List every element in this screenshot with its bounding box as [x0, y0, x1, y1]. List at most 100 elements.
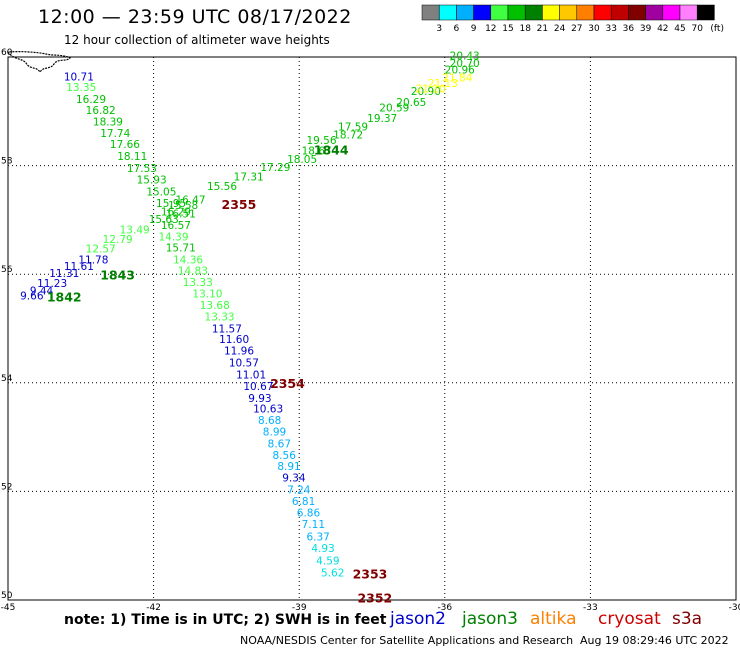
y-tick-label: 54	[1, 374, 13, 384]
wave-height-label: 19.56	[306, 135, 336, 147]
wave-height-label: 6.81	[292, 496, 315, 508]
wave-height-label: 13.10	[192, 289, 222, 301]
colorbar-tick-label: 3	[436, 24, 442, 34]
wave-height-label: 17.74	[100, 128, 130, 140]
wave-height-label: 11.01	[236, 369, 266, 381]
wave-height-label: 11.78	[78, 254, 108, 266]
wave-height-label: 10.57	[229, 358, 259, 370]
wave-height-label: 4.93	[311, 543, 334, 555]
wave-height-label: 15.71	[166, 242, 196, 254]
colorbar-swatch	[696, 4, 715, 21]
wave-height-label: 13.33	[183, 277, 213, 289]
x-tick-label: -33	[583, 603, 598, 613]
wave-height-label: 16.29	[76, 94, 106, 106]
x-tick-label: -39	[292, 603, 307, 613]
chart-subtitle: 12 hour collection of altimeter wave hei…	[64, 33, 330, 47]
wave-height-label: 17.59	[338, 121, 368, 133]
wave-height-label: 8.99	[263, 426, 286, 438]
legend-altika: altika	[530, 609, 577, 629]
wave-height-label: 21.13	[428, 78, 458, 90]
wave-height-label: 20.70	[450, 58, 480, 70]
wave-height-label: 8.68	[258, 415, 281, 427]
wave-height-label: 21.10	[416, 83, 446, 95]
wave-height-label: 13.68	[200, 300, 230, 312]
wave-height-label: 8.56	[273, 450, 297, 462]
wave-height-label: 4.59	[316, 556, 339, 568]
x-tick-label: -30	[729, 603, 740, 613]
wave-height-label: 16.51	[166, 209, 196, 221]
wave-height-label: 17.53	[127, 163, 157, 175]
wave-height-label: 20.43	[450, 51, 480, 63]
map-frame	[7, 56, 737, 601]
colorbar-tick-label: 70	[691, 24, 703, 34]
wave-height-label: 10.67	[243, 381, 273, 393]
wave-height-label: 12.79	[103, 234, 133, 246]
wave-height-label: 14.36	[173, 254, 203, 266]
wave-height-label: 18.05	[287, 154, 317, 166]
colorbar-tick-label: 24	[554, 24, 566, 34]
y-tick-label: 50	[1, 591, 13, 601]
x-tick-label: -42	[146, 603, 161, 613]
wave-height-label: 18.11	[117, 151, 147, 163]
colorbar-tick-label: 33	[605, 24, 616, 34]
wave-height-label: 13.33	[205, 311, 235, 323]
legend-jason2: jason2	[390, 609, 446, 629]
wave-height-label: 10.63	[253, 404, 283, 416]
wave-height-label: 11.96	[224, 346, 254, 358]
wave-height-label: 6.37	[306, 531, 329, 543]
wave-height-label: 20.90	[411, 86, 441, 98]
wave-height-label: 11.57	[212, 323, 242, 335]
colorbar-tick-label: 45	[674, 24, 685, 34]
wave-height-label: 15.58	[168, 200, 198, 212]
footer-note: note: 1) Time is in UTC; 2) SWH is in fe…	[64, 612, 387, 628]
legend-cryosat: cryosat	[598, 609, 661, 629]
colorbar-tick-label: 18	[519, 24, 531, 34]
wave-height-label: 8.67	[268, 438, 291, 450]
track-time-label: 2352	[357, 591, 392, 606]
wave-height-label: 20.96	[445, 64, 475, 76]
wave-height-label: 9.66	[20, 291, 44, 303]
wave-height-label: 17.31	[234, 171, 264, 183]
wave-height-label: 11.61	[64, 261, 94, 273]
colorbar-tick-label: 21	[537, 24, 548, 34]
wave-height-label: 15.56	[207, 181, 237, 193]
colorbar-tick-label: 9	[471, 24, 477, 34]
wave-height-label: 15.63	[149, 214, 179, 226]
wave-height-label: 20.65	[396, 97, 426, 109]
y-tick-label: 56	[1, 265, 13, 275]
wave-height-label: 16.29	[161, 207, 191, 219]
colorbar-tick-label: 12	[485, 24, 496, 34]
wave-height-label: 11.31	[49, 268, 79, 280]
track-time-label: 1843	[100, 268, 135, 283]
wave-height-label: 14.83	[178, 266, 208, 278]
x-tick-label: -36	[437, 603, 452, 613]
track-time-label: 2353	[353, 566, 388, 581]
wave-height-label: 9.44	[30, 285, 54, 297]
wave-height-label: 10.71	[64, 71, 94, 83]
footer-credit: NOAA/NESDIS Center for Satellite Applica…	[240, 634, 574, 647]
wave-height-label: 17.66	[110, 139, 140, 151]
wave-height-label: 16.82	[86, 105, 116, 117]
wave-height-label: 15.05	[146, 186, 176, 198]
wave-height-label: 17.29	[260, 162, 290, 174]
footer-timestamp: Aug 19 08:29:46 UTC 2022	[580, 634, 729, 647]
colorbar-tick-label: 15	[502, 24, 513, 34]
legend-s3a: s3a	[672, 609, 703, 629]
wave-height-label: 15.93	[137, 175, 167, 187]
wave-height-label: 13.49	[120, 224, 150, 236]
y-tick-label: 58	[1, 157, 13, 167]
chart-title: 12:00 — 23:59 UTC 08/17/2022	[38, 6, 352, 28]
wave-height-label: 18.39	[93, 116, 123, 128]
track-time-label: 1842	[47, 289, 82, 304]
colorbar-tick-label: 36	[623, 24, 635, 34]
legend-jason3: jason3	[462, 609, 518, 629]
wave-height-label: 19.37	[367, 113, 397, 125]
wave-height-label: 5.62	[321, 568, 344, 580]
coastline-shape	[6, 51, 72, 74]
wave-height-label: 14.39	[158, 232, 188, 244]
wave-height-label: 18.67	[302, 146, 332, 158]
wave-height-label: 11.60	[219, 334, 249, 346]
colorbar-unit: (ft)	[710, 24, 724, 34]
colorbar-tick-label: 30	[588, 24, 600, 34]
